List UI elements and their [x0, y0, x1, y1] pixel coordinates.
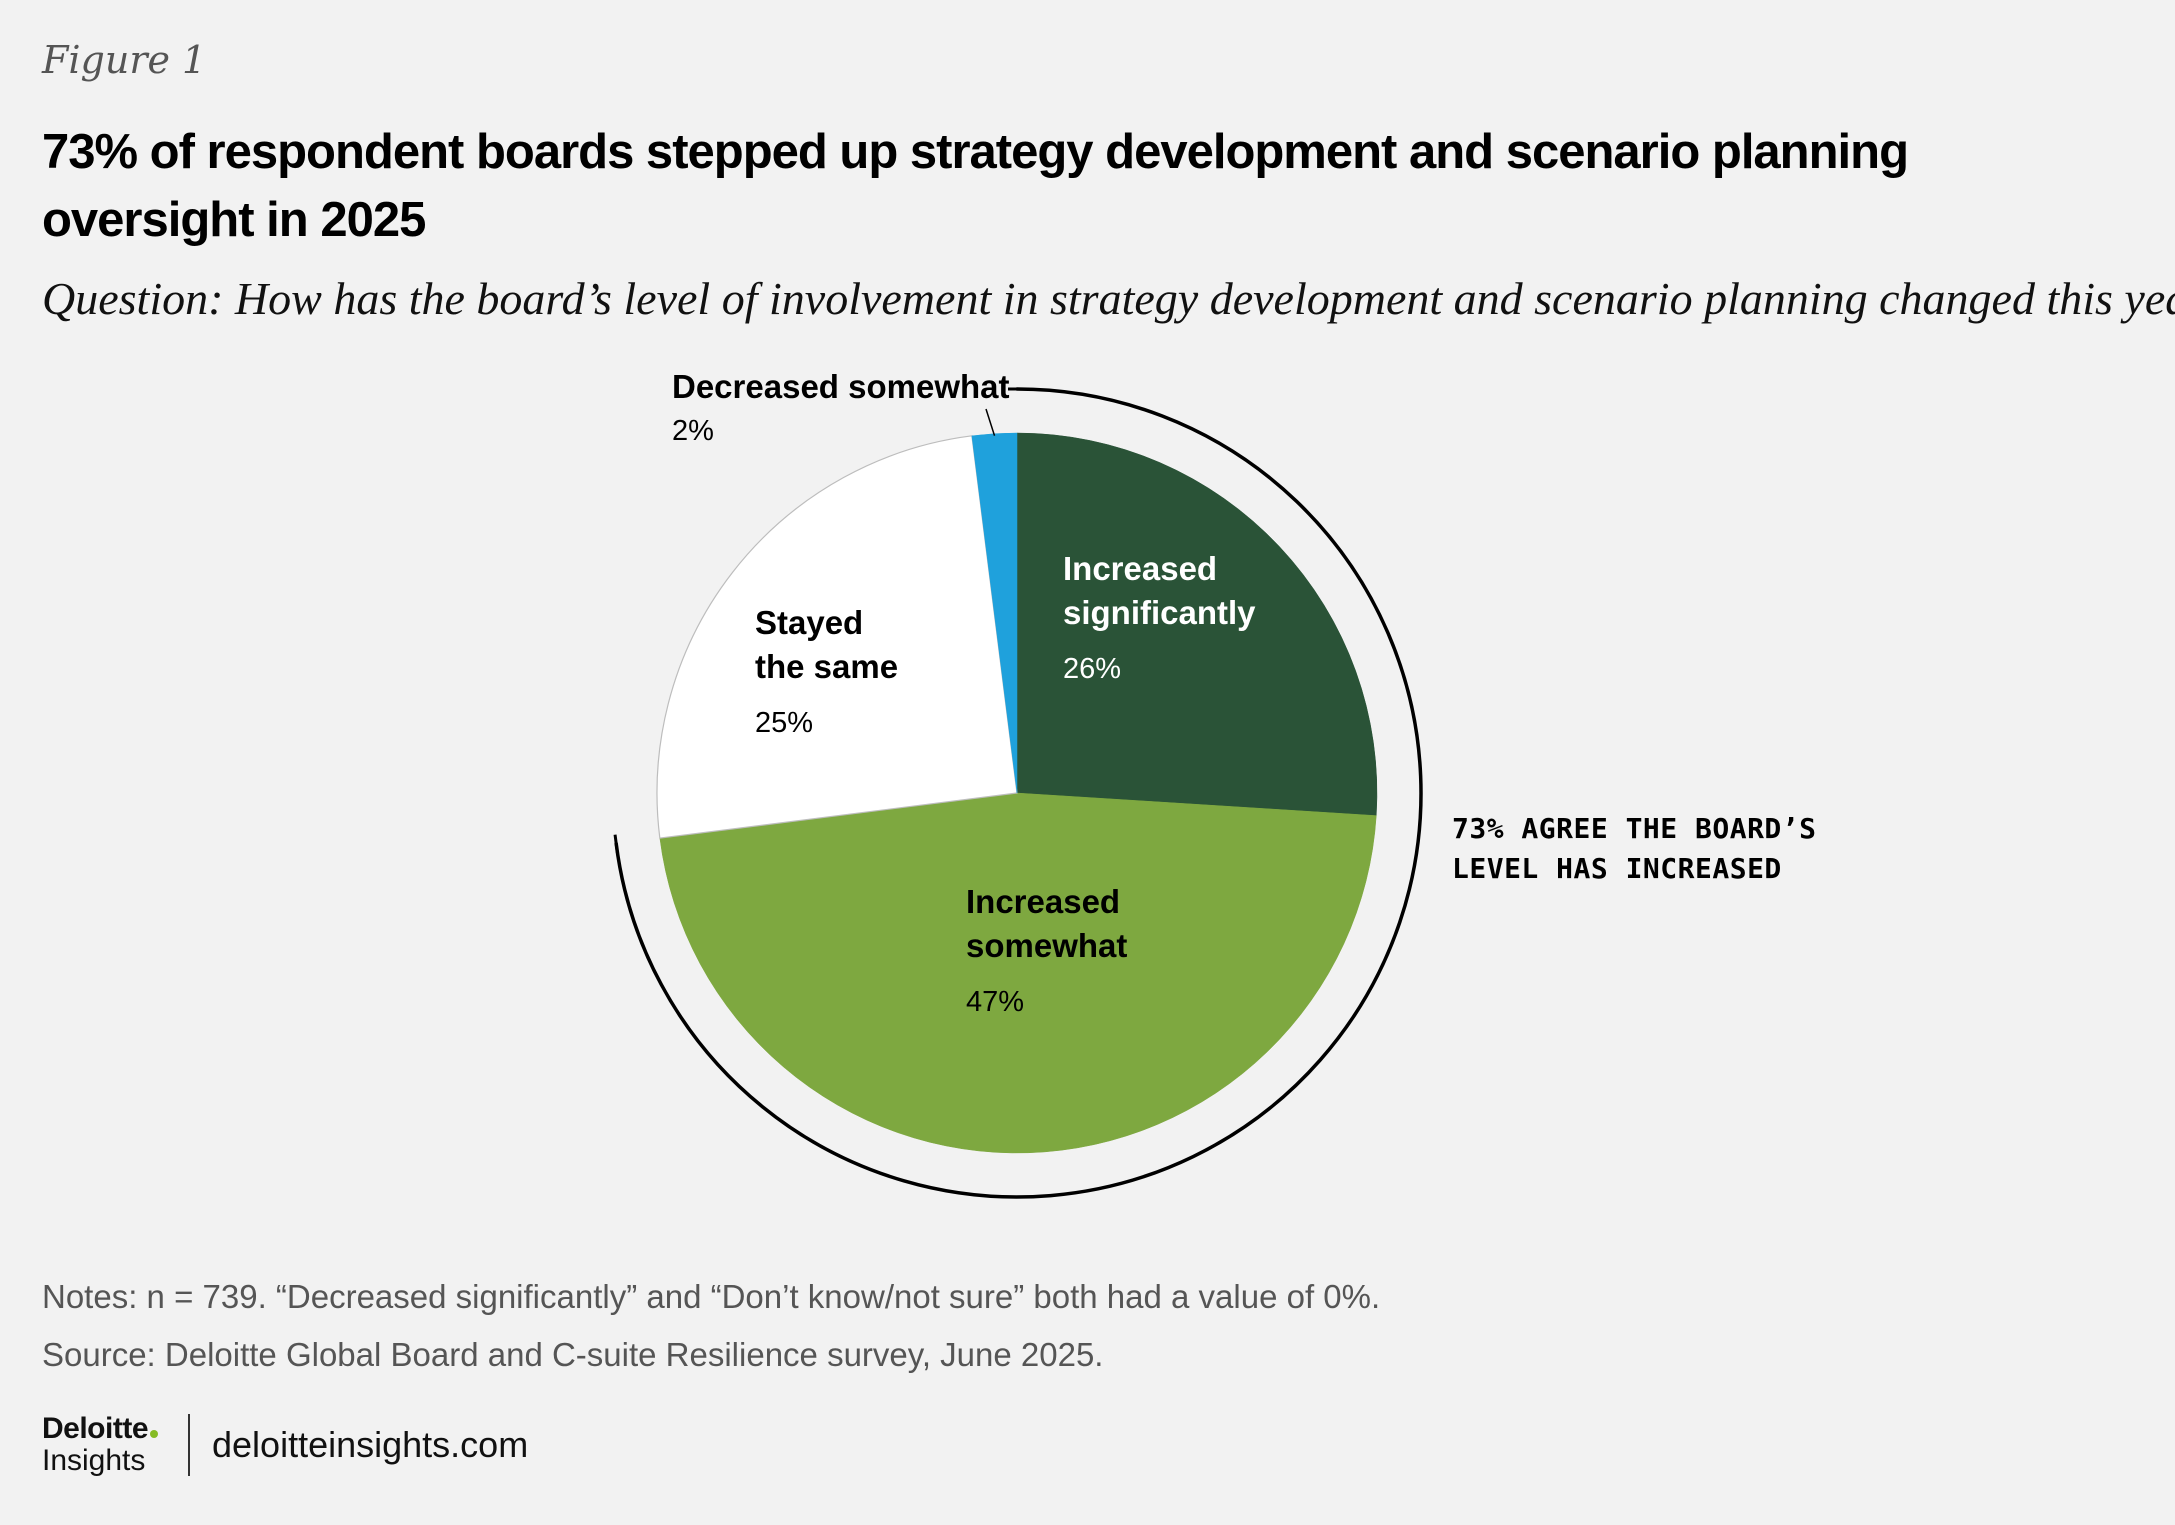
slice-label-decreased-somewhat: Decreased somewhat 2% — [672, 368, 1010, 447]
annotation-arc — [614, 387, 1423, 1199]
slice-label-text: Decreased somewhat — [672, 368, 1010, 405]
pie-slice-increased-somewhat — [659, 792, 1377, 1154]
slice-value-label: 25% — [755, 707, 813, 739]
annotation-arc-tick — [613, 834, 619, 853]
slice-label-text: significantly — [1063, 594, 1256, 631]
notes-text: Notes: n = 739. “Decreased significantly… — [42, 1278, 1381, 1315]
chart-title: 73% of respondent boards stepped up stra… — [42, 125, 1909, 247]
slice-label-text: Increased — [966, 883, 1120, 920]
slice-label-stayed-the-same: Stayed the same 25% — [755, 604, 898, 739]
footer: Deloitte Insights deloitteinsights.com — [42, 1410, 528, 1480]
slice-label-text: the same — [755, 648, 898, 685]
deloitte-insights-logo[interactable]: Deloitte Insights — [42, 1412, 159, 1477]
slice-label-increased-somewhat: Increased somewhat 47% — [966, 883, 1127, 1018]
annotation-line: 73% AGREE THE BOARD’S — [1452, 812, 1817, 845]
pie-slice-increased-significantly — [1016, 432, 1378, 816]
slice-label-text: Increased — [1063, 550, 1217, 587]
leader-line-decreased-somewhat — [985, 408, 996, 436]
slice-label-text: somewhat — [966, 927, 1127, 964]
footer-divider — [188, 1414, 191, 1476]
slice-label-increased-significantly: Increased significantly 26% — [1063, 550, 1256, 685]
chart-question: Question: How has the board’s level of i… — [42, 273, 2175, 324]
pie-slice-stayed-the-same — [656, 435, 1018, 839]
logo-brand-text: Deloitte — [42, 1412, 149, 1445]
slice-label-text: Stayed — [755, 604, 863, 641]
logo-sub-text: Insights — [42, 1444, 146, 1477]
source-text: Source: Deloitte Global Board and C-suit… — [42, 1336, 1104, 1373]
footer-site-link[interactable]: deloitteinsights.com — [212, 1424, 529, 1465]
slice-value-label: 47% — [966, 986, 1024, 1018]
slice-value-label: 26% — [1063, 653, 1121, 685]
slice-value-label: 2% — [672, 415, 714, 447]
logo-dot-icon — [150, 1430, 159, 1438]
chart-notes: Notes: n = 739. “Decreased significantly… — [42, 1268, 1380, 1384]
figure-label: Figure 1 — [42, 38, 207, 82]
annotation-line: LEVEL HAS INCREASED — [1452, 852, 1782, 885]
annotation-text: 73% AGREE THE BOARD’S LEVEL HAS INCREASED — [1452, 812, 1817, 885]
